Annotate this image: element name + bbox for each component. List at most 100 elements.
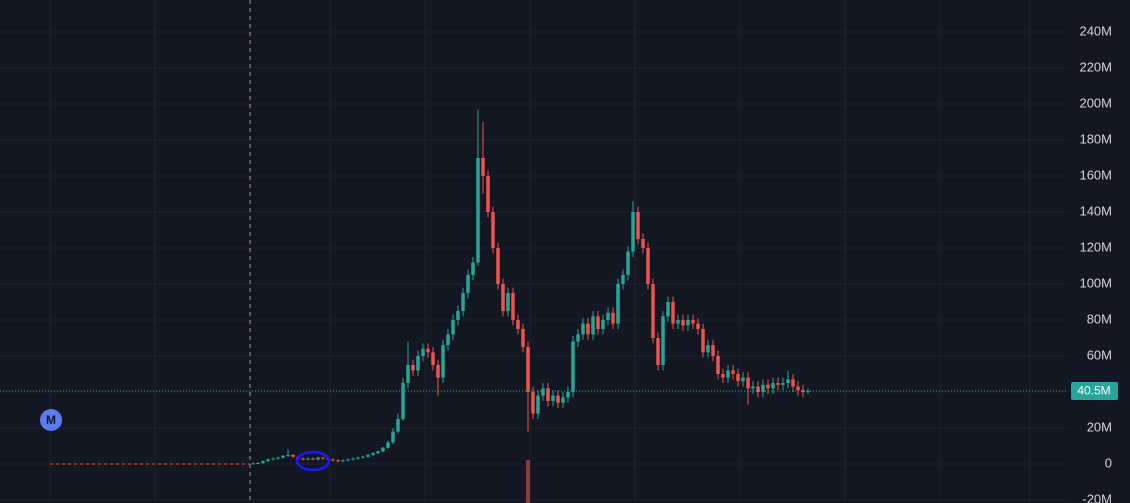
candle-body bbox=[701, 328, 705, 353]
candle-body bbox=[406, 364, 410, 383]
candle-body bbox=[311, 458, 315, 460]
candle-body bbox=[751, 386, 755, 389]
candle-body bbox=[691, 319, 695, 324]
candle-body bbox=[641, 238, 645, 248]
candle-body bbox=[801, 390, 805, 392]
candle-body bbox=[606, 312, 610, 320]
candle-body bbox=[351, 458, 355, 460]
candle-body bbox=[741, 377, 745, 382]
candle-body bbox=[571, 341, 575, 392]
candle-body bbox=[486, 176, 490, 212]
candle-body bbox=[666, 301, 670, 317]
candle-body bbox=[401, 382, 405, 419]
candle-body bbox=[461, 292, 465, 311]
candle-body bbox=[661, 316, 665, 365]
candle-body bbox=[301, 458, 305, 460]
candle-body bbox=[791, 379, 795, 387]
candle-body bbox=[336, 460, 340, 462]
candle-body bbox=[376, 451, 380, 454]
candle-body bbox=[746, 377, 750, 389]
y-tick-label: -20M bbox=[1082, 491, 1112, 503]
candle-body bbox=[726, 370, 730, 378]
annotation-circle bbox=[295, 450, 331, 472]
candles bbox=[251, 109, 810, 465]
candle-body bbox=[631, 211, 635, 252]
candle-body bbox=[621, 274, 625, 284]
candle-body bbox=[601, 319, 605, 329]
y-tick-label: 140M bbox=[1079, 203, 1112, 218]
candle-body bbox=[361, 456, 365, 458]
candle-body bbox=[696, 323, 700, 329]
y-tick-label: 200M bbox=[1079, 95, 1112, 110]
candle-body bbox=[291, 454, 295, 457]
candle-body bbox=[516, 319, 520, 329]
candle-body bbox=[451, 319, 455, 335]
candle-body bbox=[706, 345, 710, 353]
candle-body bbox=[261, 461, 265, 464]
volume-bar bbox=[526, 460, 530, 503]
candle-body bbox=[636, 211, 640, 239]
candle-body bbox=[586, 323, 590, 335]
candle-body bbox=[456, 310, 460, 320]
candle-body bbox=[396, 418, 400, 432]
candle-body bbox=[316, 457, 320, 460]
candle-body bbox=[511, 292, 515, 320]
candle-body bbox=[481, 158, 485, 177]
candle-body bbox=[671, 301, 675, 324]
candle-body bbox=[686, 319, 690, 326]
candle-body bbox=[426, 348, 430, 353]
badge-label: M bbox=[46, 413, 56, 427]
candle-body bbox=[466, 274, 470, 293]
badge[interactable] bbox=[40, 409, 62, 431]
candle-body bbox=[756, 386, 760, 392]
candle-body bbox=[496, 247, 500, 284]
candle-body bbox=[251, 463, 255, 465]
candle-body bbox=[561, 397, 565, 403]
y-tick-label: 240M bbox=[1079, 23, 1112, 38]
y-tick-label: 20M bbox=[1087, 419, 1112, 434]
candle-body bbox=[646, 247, 650, 284]
candle-body bbox=[521, 328, 525, 347]
candle-body bbox=[366, 454, 370, 457]
candle-body bbox=[446, 334, 450, 346]
candle-body bbox=[716, 355, 720, 374]
candle-body bbox=[386, 442, 390, 448]
last-price-box bbox=[1071, 382, 1118, 401]
candle-body bbox=[551, 395, 555, 401]
candle-body bbox=[276, 457, 280, 459]
candle-body bbox=[721, 373, 725, 378]
candle-body bbox=[471, 262, 475, 275]
candle-body bbox=[391, 431, 395, 443]
candle-body bbox=[786, 379, 790, 383]
candle-body bbox=[676, 319, 680, 324]
candle-body bbox=[321, 457, 325, 459]
candle-body bbox=[431, 352, 435, 365]
candle-body bbox=[531, 391, 535, 414]
candle-body bbox=[476, 158, 480, 263]
candle-body bbox=[626, 251, 630, 275]
candle-body bbox=[596, 316, 600, 329]
candle-body bbox=[566, 391, 570, 398]
candle-body bbox=[776, 382, 780, 385]
candle-body bbox=[416, 355, 420, 371]
y-tick-label: 120M bbox=[1079, 239, 1112, 254]
y-tick-label: 180M bbox=[1079, 131, 1112, 146]
candle-body bbox=[306, 458, 310, 460]
candle-body bbox=[256, 463, 260, 465]
y-tick-label: 80M bbox=[1087, 311, 1112, 326]
candle-body bbox=[501, 283, 505, 311]
y-tick-label: 160M bbox=[1079, 167, 1112, 182]
candle-body bbox=[346, 459, 350, 461]
candle-body bbox=[656, 337, 660, 365]
candle-body bbox=[491, 211, 495, 248]
candle-body bbox=[331, 459, 335, 461]
candle-body bbox=[731, 370, 735, 374]
candle-body bbox=[796, 386, 800, 391]
candle-body bbox=[771, 382, 775, 389]
y-tick-label: 260M bbox=[1079, 0, 1112, 2]
candle-body bbox=[436, 364, 440, 378]
candle-body bbox=[341, 460, 345, 462]
candle-body bbox=[441, 345, 445, 378]
